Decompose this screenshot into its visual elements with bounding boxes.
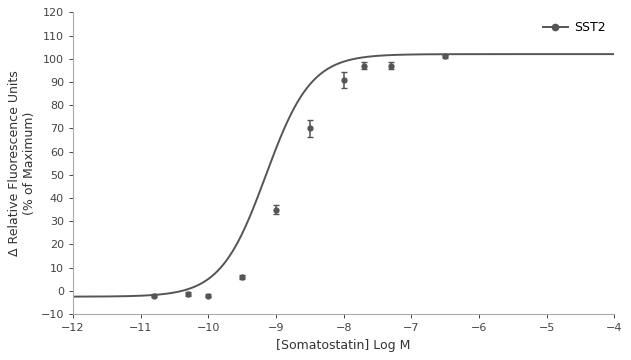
Y-axis label: Δ Relative Fluorescence Units
(% of Maximum): Δ Relative Fluorescence Units (% of Maxi… (8, 70, 37, 256)
Legend: SST2: SST2 (538, 16, 611, 39)
X-axis label: [Somatostatin] Log M: [Somatostatin] Log M (276, 339, 411, 352)
